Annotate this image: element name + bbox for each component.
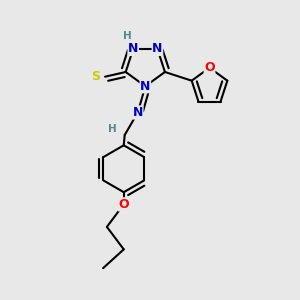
Text: H: H bbox=[108, 124, 117, 134]
Text: O: O bbox=[118, 198, 129, 211]
Text: H: H bbox=[123, 31, 132, 41]
Text: N: N bbox=[128, 42, 138, 56]
Text: N: N bbox=[133, 106, 143, 119]
Text: S: S bbox=[91, 70, 100, 83]
Text: N: N bbox=[140, 80, 151, 93]
Text: O: O bbox=[204, 61, 215, 74]
Text: N: N bbox=[152, 42, 163, 56]
